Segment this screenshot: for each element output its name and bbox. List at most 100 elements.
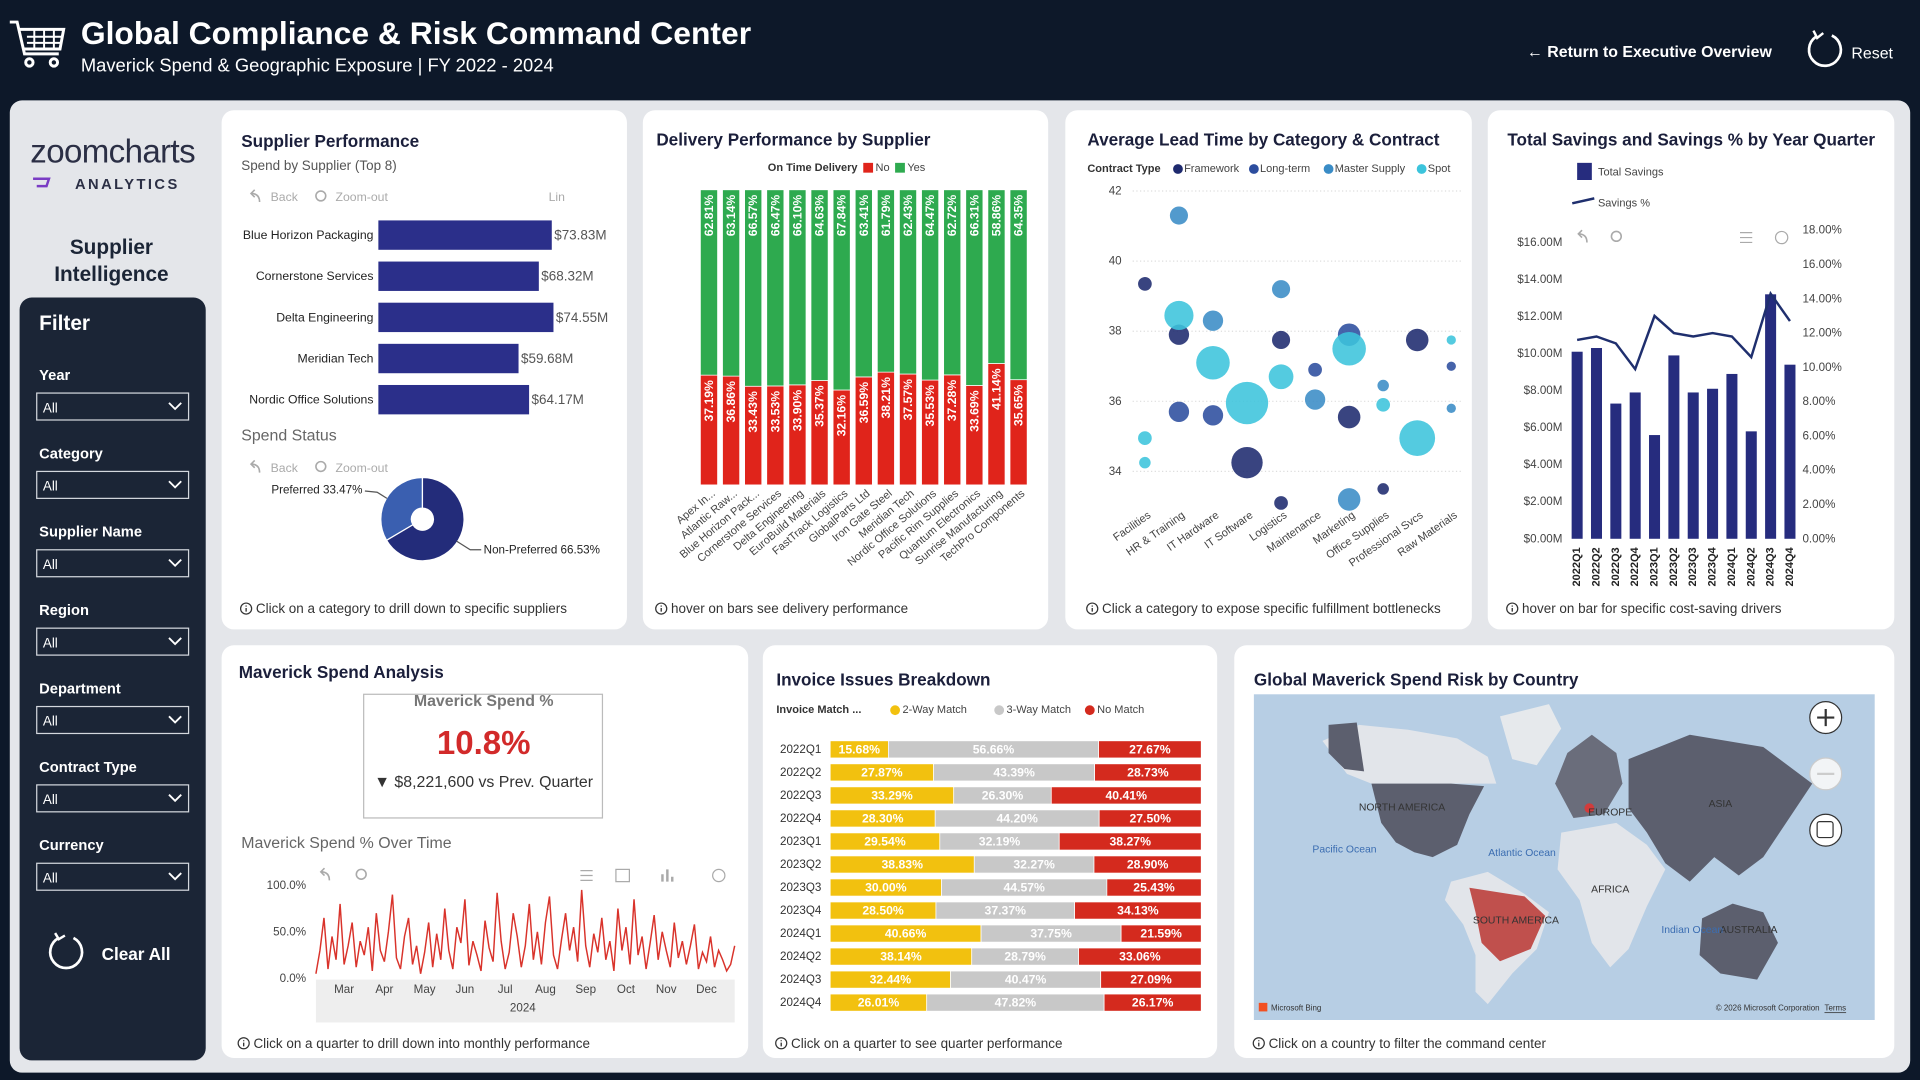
pie-label: Preferred 33.47% xyxy=(271,483,362,496)
filter-label: Category xyxy=(39,446,103,462)
row-label: 2022Q4 xyxy=(780,812,822,825)
bubble xyxy=(1377,379,1389,392)
bubble xyxy=(1139,456,1151,469)
row-label: 2022Q1 xyxy=(780,743,821,756)
bar-segment xyxy=(943,189,962,376)
dropdown[interactable] xyxy=(36,784,190,813)
legend: Framework xyxy=(1184,163,1240,175)
legend-swatch xyxy=(895,162,905,173)
back-icon xyxy=(319,867,331,881)
back-icon xyxy=(249,189,261,203)
seg-label: 28.50% xyxy=(862,904,904,918)
bar-segment xyxy=(1100,970,1202,989)
dropdown[interactable] xyxy=(36,705,190,735)
seg-label-v: 33.69% xyxy=(967,390,981,432)
seg-label-v: 37.57% xyxy=(901,379,915,421)
bubble xyxy=(1164,300,1194,331)
bar-segment xyxy=(965,189,984,386)
panel-sub: Spend by Supplier (Top 8) xyxy=(241,158,397,173)
filter-value: All xyxy=(43,870,58,885)
logo-sub: ANALYTICS xyxy=(75,177,180,193)
legend-dot xyxy=(1084,705,1095,716)
bar xyxy=(378,302,554,333)
europe[interactable] xyxy=(1555,734,1623,818)
info-icon xyxy=(240,602,253,615)
dropdown-chevron xyxy=(168,402,182,411)
filter-label: Supplier Name xyxy=(39,525,142,541)
bubble xyxy=(1446,361,1456,371)
seg-label: 28.79% xyxy=(1004,950,1046,964)
zoom-icon xyxy=(1610,230,1623,243)
row-label: 2023Q4 xyxy=(780,904,822,917)
australia[interactable] xyxy=(1699,903,1778,980)
bar xyxy=(1590,348,1602,539)
bar-segment xyxy=(1098,740,1202,759)
bar-segment xyxy=(921,189,940,381)
seg-label-v: 64.47% xyxy=(923,195,937,237)
return-link[interactable]: ← Return to Executive Overview xyxy=(1527,44,1772,61)
row-label: 2024Q2 xyxy=(780,950,821,963)
africa xyxy=(1557,822,1666,968)
legend: 2-Way Match xyxy=(902,704,966,716)
panel xyxy=(221,645,749,1058)
asia[interactable] xyxy=(1628,734,1813,882)
reset-label[interactable]: Reset xyxy=(1851,45,1893,62)
map-style[interactable] xyxy=(1809,813,1843,847)
seg-label-v: 63.41% xyxy=(857,195,871,237)
legend: Yes xyxy=(907,162,925,174)
seg-label-v: 37.28% xyxy=(945,380,959,422)
seg-label: 40.41% xyxy=(1106,788,1148,802)
panel-title: Total Savings and Savings % by Year Quar… xyxy=(1507,130,1875,150)
clear-icon[interactable] xyxy=(48,936,84,970)
filter-value: All xyxy=(43,400,58,415)
bar xyxy=(1726,373,1738,539)
reset-icon[interactable] xyxy=(1807,34,1843,68)
dropdown[interactable] xyxy=(36,549,190,578)
axis: $2.00M xyxy=(1524,495,1563,508)
axis: $4.00M xyxy=(1524,458,1563,471)
clear-all[interactable]: Clear All xyxy=(102,944,171,964)
legend: No Match xyxy=(1097,704,1144,716)
bubble xyxy=(1308,362,1322,377)
bubble xyxy=(1332,331,1366,366)
bar xyxy=(1571,351,1583,539)
seg-label: 56.66% xyxy=(973,742,1015,756)
info-icon xyxy=(1252,1037,1265,1050)
seg-label-v: 33.53% xyxy=(768,391,782,433)
axis: 6.00% xyxy=(1802,429,1835,442)
seg-label: 37.75% xyxy=(1030,927,1072,941)
cart-icon xyxy=(9,20,66,68)
seg-label: 40.66% xyxy=(885,927,927,941)
dropdown[interactable] xyxy=(36,862,190,891)
usa[interactable] xyxy=(1371,783,1485,858)
bar-label: Nordic Office Solutions xyxy=(249,393,373,407)
clear-icon-arrow xyxy=(54,932,66,941)
axis: Sep xyxy=(575,983,596,996)
dropdown[interactable] xyxy=(36,470,190,499)
legend-swatch xyxy=(863,162,874,173)
seg-label-v: 36.59% xyxy=(857,382,871,424)
axis: Nov xyxy=(656,983,677,996)
bar-segment xyxy=(722,189,741,377)
zoom-in-icon xyxy=(1817,708,1835,727)
help-icon xyxy=(1774,230,1789,245)
row-label: 2024Q1 xyxy=(780,927,821,940)
brazil[interactable] xyxy=(1469,887,1546,962)
axis: $12.00M xyxy=(1517,310,1562,323)
bar-segment xyxy=(854,189,873,378)
map-style-icon xyxy=(1816,821,1834,839)
axis: Apr xyxy=(375,983,393,996)
dropdown[interactable] xyxy=(36,627,190,656)
bar-label: Meridian Tech xyxy=(298,352,374,366)
seg-label: 26.30% xyxy=(982,788,1024,802)
dropdown[interactable] xyxy=(36,392,190,421)
axis: 14.00% xyxy=(1802,292,1841,305)
europe-risk[interactable] xyxy=(1584,803,1595,814)
dropdown-chevron xyxy=(168,637,182,646)
seg-label: 29.54% xyxy=(864,834,906,848)
axis: Aug xyxy=(535,983,556,996)
alaska[interactable] xyxy=(1328,722,1365,772)
filter-value: All xyxy=(43,714,58,729)
footnote: Click on a country to filter the command… xyxy=(1269,1036,1547,1051)
